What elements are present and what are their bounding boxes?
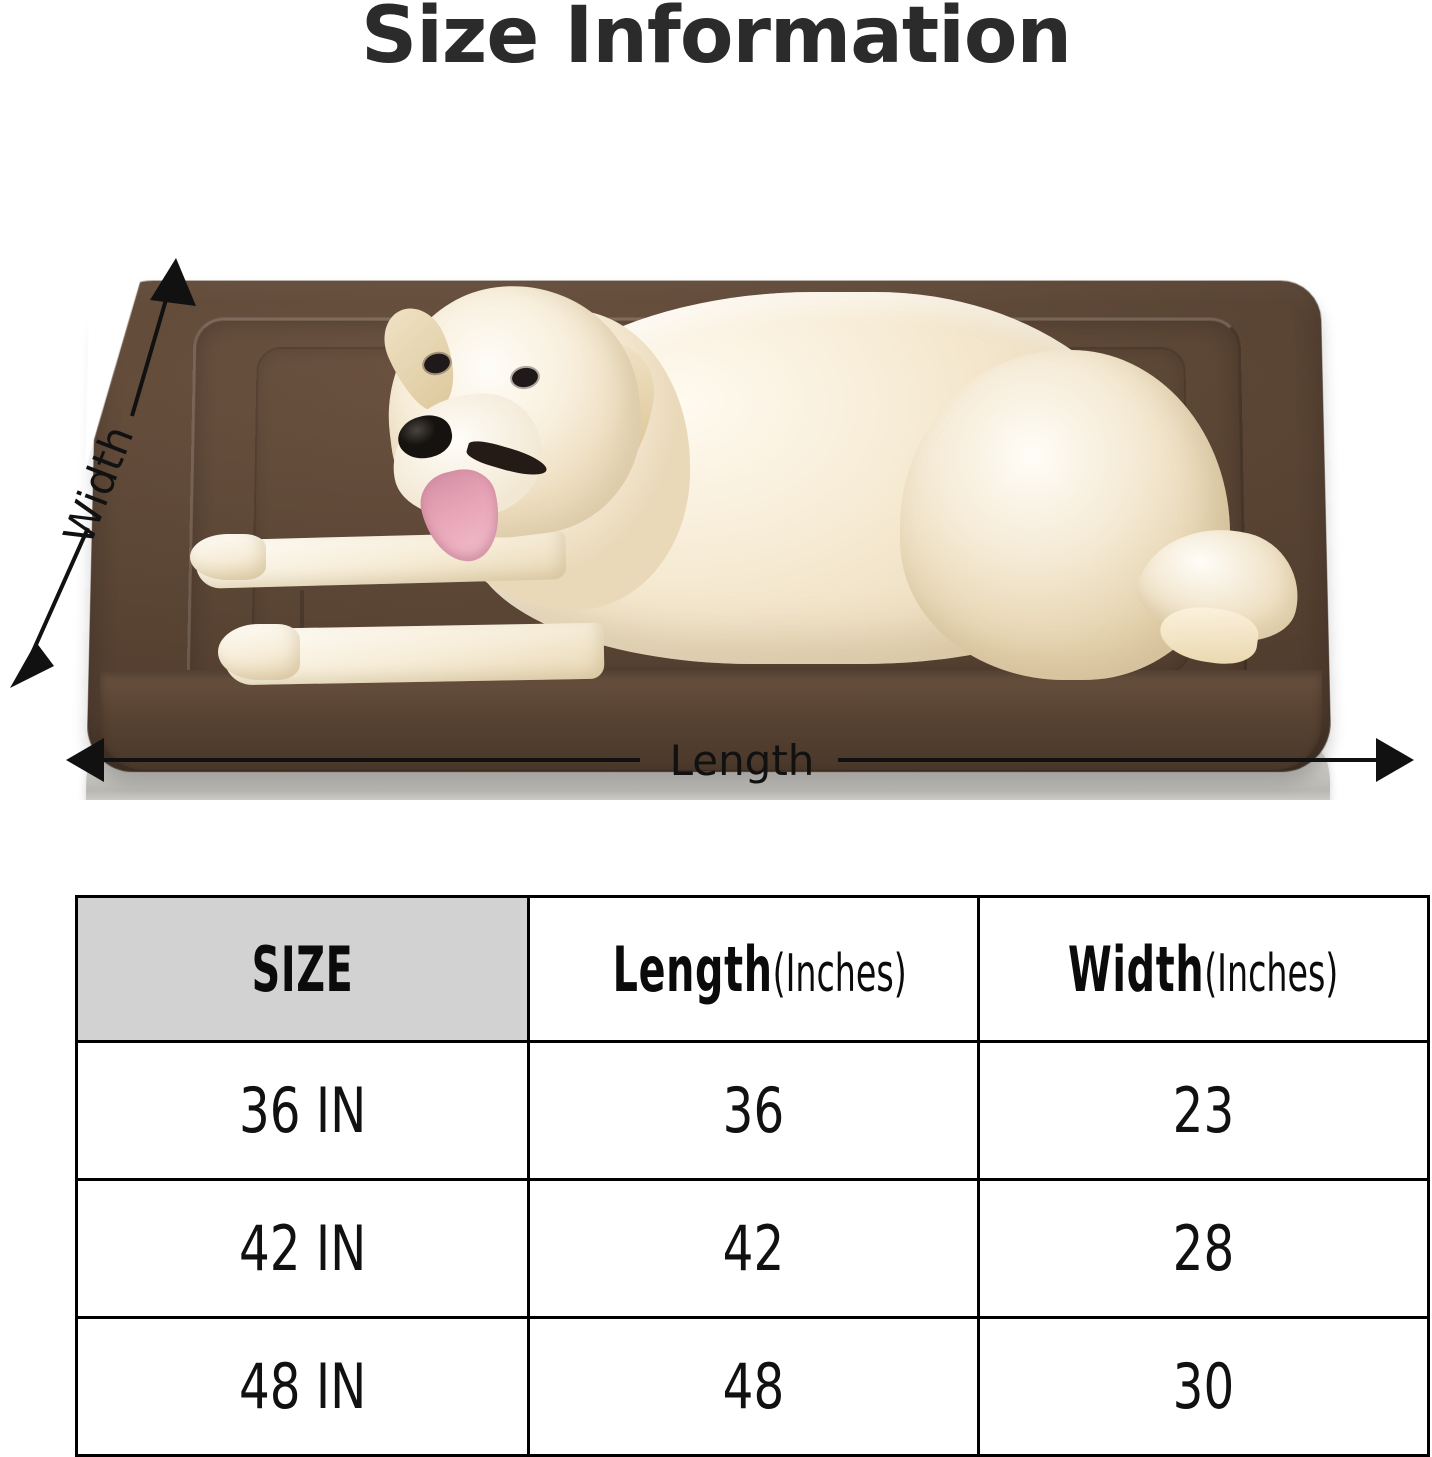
cell-size: 42 IN bbox=[75, 1178, 530, 1319]
table-header-length: Length(Inches) bbox=[527, 895, 980, 1043]
cell-size: 48 IN bbox=[75, 1316, 530, 1457]
header-size-label: SIZE bbox=[251, 932, 354, 1006]
header-length-unit: (Inches) bbox=[772, 943, 907, 1004]
dog-front-paw-lower bbox=[218, 624, 300, 680]
value-width: 23 bbox=[1172, 1074, 1235, 1147]
value-length: 42 bbox=[722, 1212, 785, 1285]
header-length-label: Length bbox=[612, 932, 773, 1006]
width-dimension-arrow bbox=[10, 258, 196, 688]
value-width: 30 bbox=[1172, 1350, 1235, 1423]
cell-size: 36 IN bbox=[75, 1040, 530, 1181]
value-width: 28 bbox=[1172, 1212, 1235, 1285]
header-width-unit: (Inches) bbox=[1204, 943, 1339, 1004]
table-row: 42 IN 42 28 bbox=[75, 1178, 1430, 1319]
product-photo bbox=[0, 110, 1432, 800]
cell-width: 23 bbox=[977, 1040, 1430, 1181]
size-table: SIZE Length(Inches) Width(Inches) 36 IN … bbox=[75, 895, 1430, 1457]
length-label: Length bbox=[670, 736, 815, 785]
page-title: Size Information bbox=[361, 0, 1072, 81]
cell-length: 48 bbox=[527, 1316, 980, 1457]
cell-width: 30 bbox=[977, 1316, 1430, 1457]
table-header-size: SIZE bbox=[75, 895, 530, 1043]
table-row: 36 IN 36 23 bbox=[75, 1040, 1430, 1181]
dimension-annotations: Width Length bbox=[10, 258, 1414, 785]
header-width-label: Width bbox=[1068, 932, 1205, 1006]
table-header-width: Width(Inches) bbox=[977, 895, 1430, 1043]
table-header-row: SIZE Length(Inches) Width(Inches) bbox=[75, 895, 1430, 1043]
bed-front-bolster bbox=[100, 670, 1322, 770]
value-length: 48 bbox=[722, 1350, 785, 1423]
value-size: 42 IN bbox=[238, 1212, 367, 1285]
cell-length: 36 bbox=[527, 1040, 980, 1181]
dog-front-paw-upper bbox=[190, 534, 266, 580]
cell-width: 28 bbox=[977, 1178, 1430, 1319]
value-size: 48 IN bbox=[238, 1350, 367, 1423]
table-row: 48 IN 48 30 bbox=[75, 1316, 1430, 1457]
length-dimension-arrow bbox=[66, 738, 1414, 782]
cell-length: 42 bbox=[527, 1178, 980, 1319]
value-size: 36 IN bbox=[238, 1074, 367, 1147]
width-label: Width bbox=[54, 419, 143, 550]
value-length: 36 bbox=[722, 1074, 785, 1147]
